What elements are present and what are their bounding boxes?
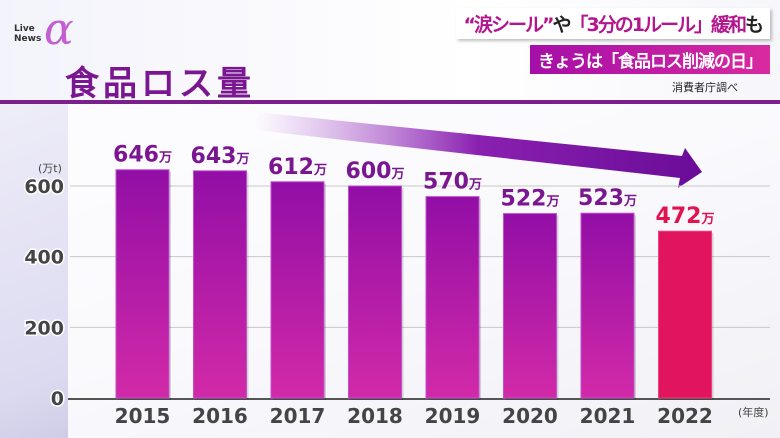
source-note: 消費者庁調べ	[672, 81, 738, 94]
x-tick-label: 2018	[347, 404, 403, 428]
data-label: 523万	[578, 186, 637, 211]
live-news-alpha-logo: α Live News	[10, 4, 80, 55]
data-label-unit: 万	[700, 212, 714, 227]
data-label: 570万	[423, 170, 482, 195]
data-label-unit: 万	[390, 167, 404, 182]
bar	[580, 212, 635, 399]
x-tick-label: 2022	[657, 404, 713, 428]
bar	[115, 169, 170, 399]
chart-title: 食品ロス量	[65, 64, 255, 104]
bar	[348, 185, 402, 399]
x-axis-unit: (年度)	[738, 405, 769, 419]
data-label-unit: 万	[313, 163, 327, 178]
x-tick-label: 2021	[580, 404, 636, 428]
bar	[425, 196, 480, 399]
logo-line2: News	[14, 34, 42, 44]
data-label-unit: 万	[235, 152, 249, 167]
bar	[503, 213, 557, 399]
logo-line1: Live	[14, 24, 35, 34]
y-tick-label: 0	[51, 388, 64, 410]
alpha-logo-icon: α	[44, 4, 74, 55]
x-tick-label: 2019	[425, 404, 481, 428]
data-label-unit: 万	[545, 195, 559, 210]
y-tick-label: 400	[24, 247, 64, 269]
x-tick-label: 2016	[192, 404, 248, 428]
trend-arrow	[255, 112, 702, 188]
data-label: 472万	[656, 204, 715, 229]
x-tick-label: 2020	[502, 404, 558, 428]
headline-primary: “涙シール”や「3分の1ルール」緩和も	[455, 8, 770, 39]
header-divider	[0, 100, 780, 104]
data-label: 612万	[268, 155, 327, 180]
headline-secondary: きょうは「食品ロス削減の日」	[530, 45, 770, 74]
bar	[658, 230, 712, 399]
x-tick-label: 2015	[115, 404, 171, 428]
x-tick-label: 2017	[270, 404, 326, 428]
data-label: 646万	[113, 143, 172, 168]
y-tick-label: 600	[24, 176, 64, 198]
data-label: 600万	[346, 159, 405, 184]
data-label-unit: 万	[468, 178, 482, 193]
data-label-unit: 万	[623, 194, 637, 209]
bar	[193, 170, 247, 399]
bar	[270, 181, 325, 399]
y-axis-unit: (万t)	[38, 162, 62, 175]
data-label-unit: 万	[158, 151, 172, 166]
data-label: 522万	[501, 187, 560, 212]
y-tick-label: 200	[24, 317, 64, 339]
data-label: 643万	[191, 144, 250, 169]
